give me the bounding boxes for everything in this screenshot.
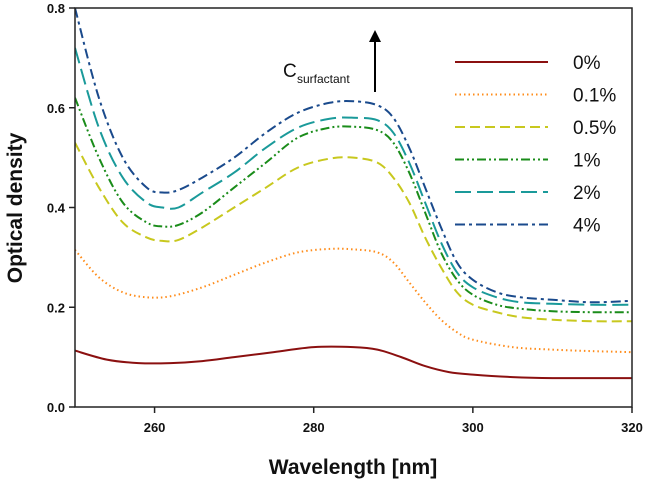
y-tick-label: 0.8: [47, 1, 65, 16]
arrow-head-icon: [369, 30, 381, 42]
series-line-2-: [75, 47, 632, 306]
y-tick-label: 0.6: [47, 101, 65, 116]
legend-label-0-: 0%: [573, 53, 601, 74]
x-axis-label: Wavelength [nm]: [269, 456, 437, 479]
annotation-subscript: surfactant: [297, 72, 350, 86]
x-tick-label: 280: [303, 420, 325, 435]
series-line-1-: [75, 97, 632, 314]
x-tick-label: 320: [621, 420, 643, 435]
x-tick-label: 300: [462, 420, 484, 435]
y-tick-label: 0.4: [47, 201, 66, 216]
axis-ticks: 260 280 300 320 0.0 0.2 0.4 0.6 0.8: [47, 1, 643, 435]
series-line-0-1-: [75, 247, 632, 354]
plot-curves: [75, 8, 632, 380]
annotation-main: C: [283, 61, 297, 82]
series-line-4-: [75, 8, 632, 304]
legend-label-1-: 1%: [573, 151, 601, 172]
y-axis-label: Optical density: [4, 132, 27, 283]
legend: 0% 0.1% 0.5% 1% 2% 4%: [455, 53, 616, 237]
legend-label-4-: 4%: [573, 216, 601, 237]
x-tick-label: 260: [144, 420, 166, 435]
surfactant-annotation: C surfactant: [283, 30, 381, 92]
y-tick-label: 0.2: [47, 300, 65, 315]
y-tick-label: 0.0: [47, 400, 65, 415]
series-line-0-5-: [75, 142, 632, 323]
series-line-0-: [75, 345, 632, 380]
legend-label-2-: 2%: [573, 183, 601, 204]
legend-label-0-5-: 0.5%: [573, 118, 616, 139]
legend-label-0-1-: 0.1%: [573, 86, 616, 107]
